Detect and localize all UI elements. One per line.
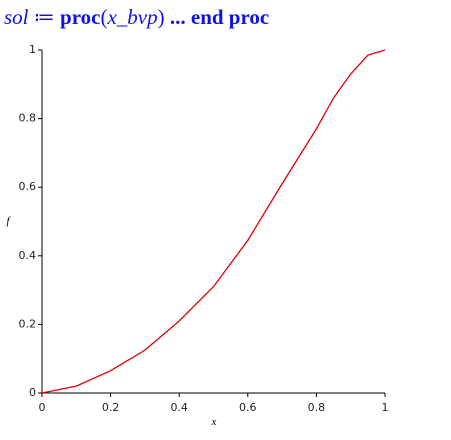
output-part: ≔	[34, 5, 55, 29]
output-part: (	[100, 5, 107, 29]
x-axis-label: x	[211, 416, 217, 428]
output-part: ...	[170, 5, 186, 29]
output-part: proc	[60, 5, 100, 29]
line-series	[41, 49, 386, 394]
x-tick-label: 0	[39, 401, 46, 414]
y-axis-label: f	[6, 215, 11, 227]
output-part: x_bvp	[106, 5, 157, 29]
output-line: sol ≔ proc(x_bvp) ... end proc	[4, 5, 269, 29]
x-tick-label: 0.6	[239, 401, 257, 414]
y-tick-label: 0.2	[19, 317, 37, 330]
y-tick-label: 0.6	[19, 180, 37, 193]
output-part: sol	[4, 5, 29, 29]
x-tick-label: 0.4	[170, 401, 188, 414]
x-tick-label: 0.8	[308, 401, 326, 414]
x-tick-label: 1	[382, 401, 389, 414]
x-tick-label: 0.2	[102, 401, 120, 414]
y-tick-label: 0.4	[19, 249, 37, 262]
output-part: end proc	[191, 5, 269, 29]
y-tick-label: 0.8	[19, 112, 37, 125]
y-tick-label: 0	[29, 386, 36, 399]
y-tick-label: 1	[29, 43, 36, 56]
output-part: )	[158, 5, 165, 29]
